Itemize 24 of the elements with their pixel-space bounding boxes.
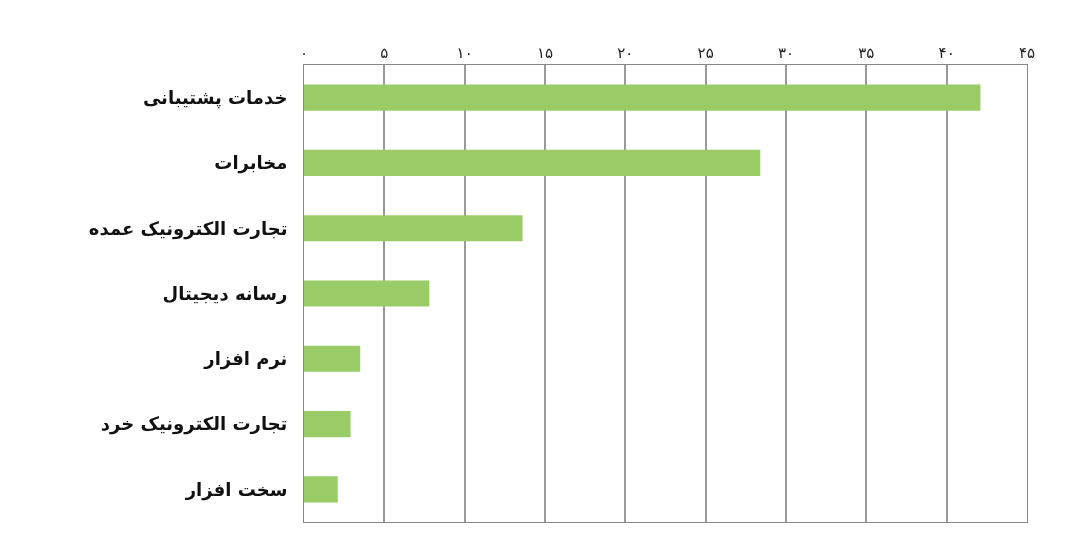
- y-tick-label: تجارت الکترونیک عمده: [88, 217, 288, 240]
- x-tick-label: ۱۰: [456, 44, 473, 62]
- y-tick-label: خدمات پشتیبانی: [142, 86, 288, 109]
- bar: [304, 149, 761, 176]
- y-tick-label: تجارت الکترونیک خرد: [100, 413, 288, 436]
- y-tick-label: سخت افزار: [184, 478, 288, 501]
- x-tick-label: ۳۵: [858, 44, 875, 62]
- bar: [304, 411, 351, 438]
- x-tick-label: ۴۵: [1018, 44, 1036, 62]
- x-tick-label: ۴۰: [938, 44, 955, 62]
- bar: [304, 476, 338, 503]
- x-tick-label: ۰: [299, 44, 309, 62]
- y-tick-label: مخابرات: [214, 152, 288, 175]
- x-tick-label: ۱۵: [536, 44, 554, 62]
- bar: [304, 84, 981, 111]
- y-tick-label: نرم افزار: [203, 348, 288, 371]
- y-tick-label: رسانه دیجیتال: [162, 282, 288, 304]
- bar: [304, 280, 430, 307]
- x-tick-label: ۲۰: [617, 44, 634, 62]
- x-tick-label: ۵: [380, 44, 389, 62]
- bar: [304, 345, 361, 372]
- bar: [304, 215, 523, 242]
- x-tick-label: ۲۵: [697, 44, 714, 62]
- x-tick-label: ۳۰: [777, 44, 795, 62]
